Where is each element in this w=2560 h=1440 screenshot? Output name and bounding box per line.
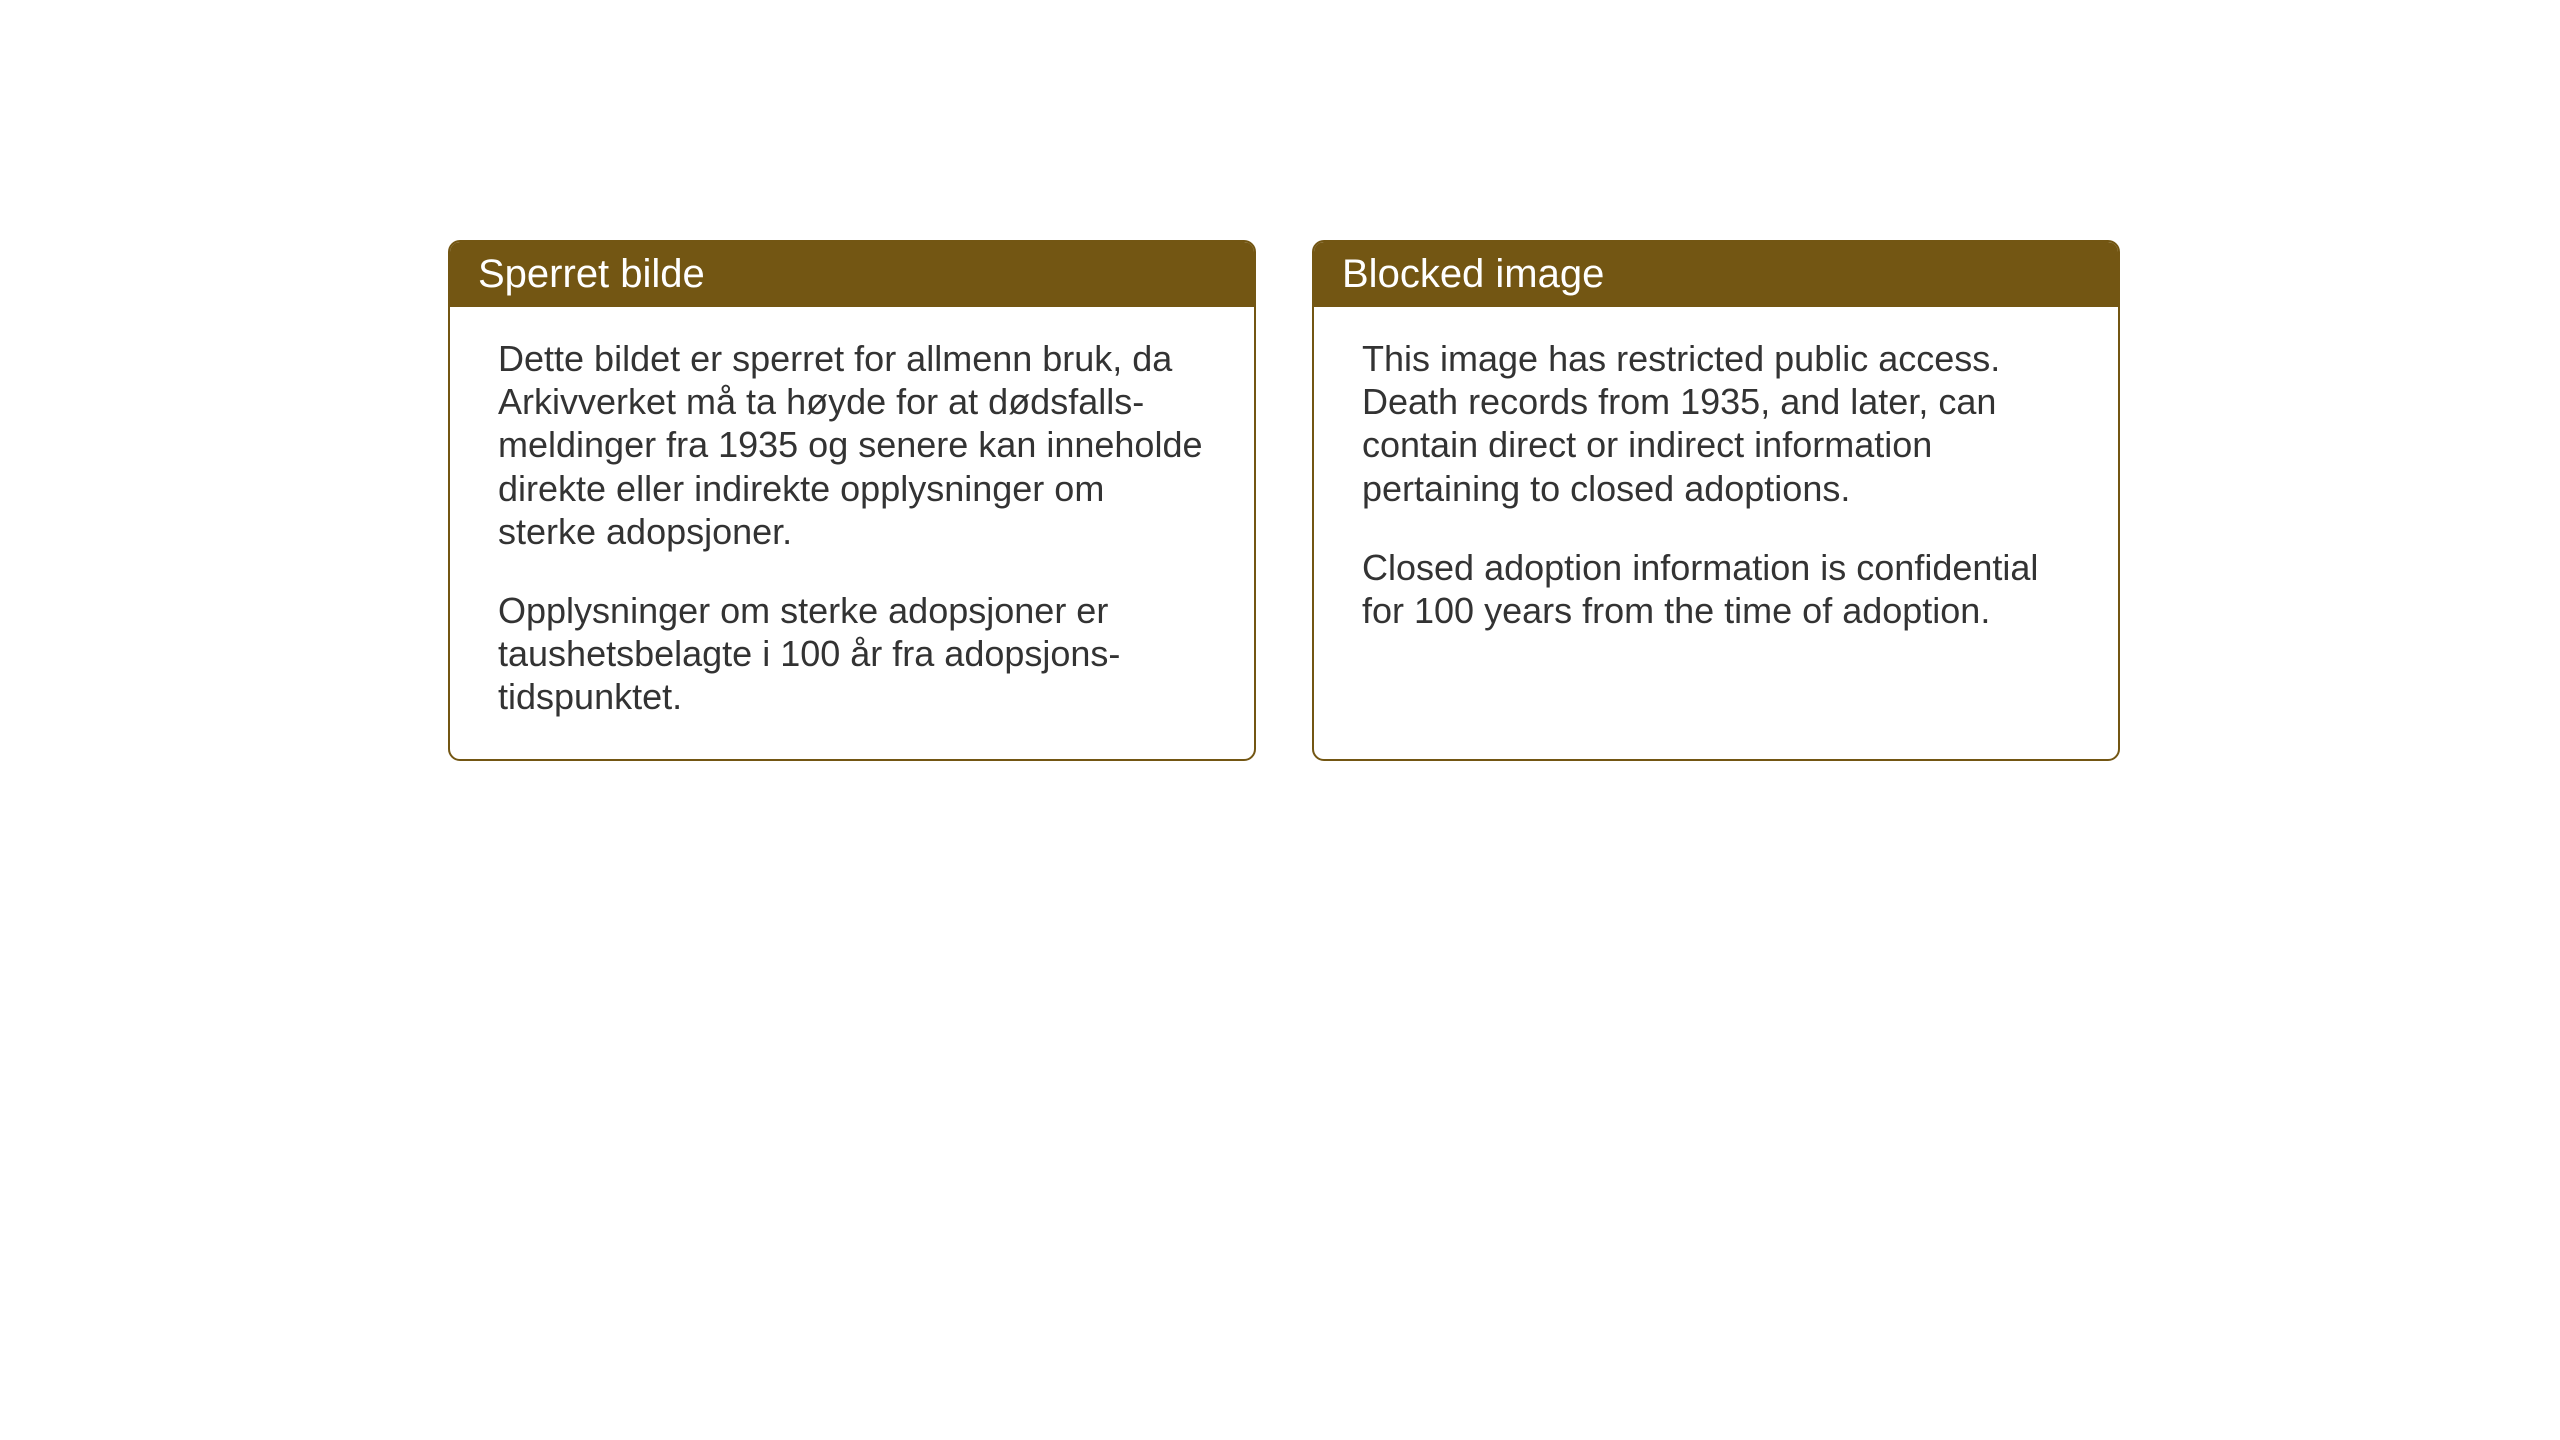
notice-card-norwegian: Sperret bilde Dette bildet er sperret fo… — [448, 240, 1256, 761]
notice-title-english: Blocked image — [1342, 252, 1604, 296]
notice-paragraph-2-english: Closed adoption information is confident… — [1362, 546, 2070, 632]
notice-title-norwegian: Sperret bilde — [478, 252, 705, 296]
notice-paragraph-2-norwegian: Opplysninger om sterke adopsjoner er tau… — [498, 589, 1206, 719]
notice-container: Sperret bilde Dette bildet er sperret fo… — [448, 240, 2120, 761]
notice-header-norwegian: Sperret bilde — [450, 242, 1254, 307]
notice-body-norwegian: Dette bildet er sperret for allmenn bruk… — [450, 307, 1254, 759]
notice-card-english: Blocked image This image has restricted … — [1312, 240, 2120, 761]
notice-body-english: This image has restricted public access.… — [1314, 307, 2118, 695]
notice-header-english: Blocked image — [1314, 242, 2118, 307]
notice-paragraph-1-norwegian: Dette bildet er sperret for allmenn bruk… — [498, 337, 1206, 553]
notice-paragraph-1-english: This image has restricted public access.… — [1362, 337, 2070, 510]
